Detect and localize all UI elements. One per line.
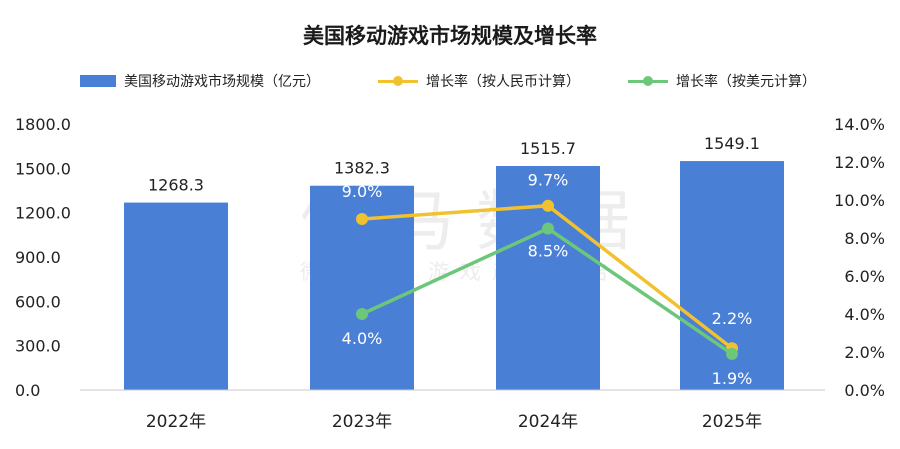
y-right-tick-label: 8.0% xyxy=(844,229,885,248)
y-left-tick-label: 1800.0 xyxy=(15,115,71,134)
legend-label-usd-growth: 增长率（按美元计算） xyxy=(676,74,816,90)
legend: 美国移动游戏市场规模（亿元） 增长率（按人民币计算） 增长率（按美元计算） xyxy=(0,70,900,92)
bar-value-label: 1549.1 xyxy=(704,134,760,153)
y-right-tick-label: 2.0% xyxy=(844,343,885,362)
rmb-growth-point xyxy=(542,199,554,212)
legend-swatch-bar xyxy=(80,75,116,87)
legend-swatch-usd-line xyxy=(628,75,668,87)
rmb-growth-label: 2.2% xyxy=(712,309,753,328)
usd-growth-point xyxy=(356,308,368,320)
y-right-tick-label: 12.0% xyxy=(834,153,885,172)
legend-item-rmb-growth: 增长率（按人民币计算） xyxy=(378,70,580,92)
y-right-tick-label: 4.0% xyxy=(844,305,885,324)
rmb-growth-label: 9.7% xyxy=(528,171,569,190)
rmb-growth-label: 9.0% xyxy=(342,182,383,201)
y-left-tick-label: 0.0 xyxy=(15,381,40,400)
legend-item-market-size: 美国移动游戏市场规模（亿元） xyxy=(80,70,320,92)
y-right-tick-label: 10.0% xyxy=(834,191,885,210)
y-right-tick-label: 14.0% xyxy=(834,115,885,134)
chart-title: 美国移动游戏市场规模及增长率 xyxy=(303,24,597,48)
rmb-growth-point xyxy=(356,213,368,225)
bar-value-label: 1515.7 xyxy=(520,139,576,158)
usd-growth-label: 1.9% xyxy=(712,369,753,388)
y-left-tick-label: 300.0 xyxy=(15,337,61,356)
y-left-tick-label: 900.0 xyxy=(15,248,61,267)
y-left-tick-label: 1200.0 xyxy=(15,204,71,223)
y-left-tick-label: 600.0 xyxy=(15,292,61,311)
x-tick-label: 2024年 xyxy=(518,412,578,432)
usd-growth-point xyxy=(726,347,738,360)
usd-growth-point xyxy=(542,222,554,235)
x-tick-label: 2025年 xyxy=(702,412,762,432)
x-tick-label: 2022年 xyxy=(146,412,206,432)
bar xyxy=(124,202,228,390)
bar-value-label: 1382.3 xyxy=(334,159,390,178)
legend-item-usd-growth: 增长率（按美元计算） xyxy=(628,70,816,92)
y-left-tick-label: 1500.0 xyxy=(15,159,71,178)
x-tick-label: 2023年 xyxy=(332,412,392,432)
bar-value-label: 1268.3 xyxy=(148,176,204,195)
legend-label-market-size: 美国移动游戏市场规模（亿元） xyxy=(124,74,320,90)
bar xyxy=(496,166,600,390)
y-right-tick-label: 0.0% xyxy=(844,381,885,400)
usd-growth-label: 8.5% xyxy=(528,242,569,261)
y-right-tick-label: 6.0% xyxy=(844,267,885,286)
legend-label-rmb-growth: 增长率（按人民币计算） xyxy=(426,74,580,90)
legend-swatch-rmb-line xyxy=(378,75,418,87)
usd-growth-label: 4.0% xyxy=(342,329,383,348)
